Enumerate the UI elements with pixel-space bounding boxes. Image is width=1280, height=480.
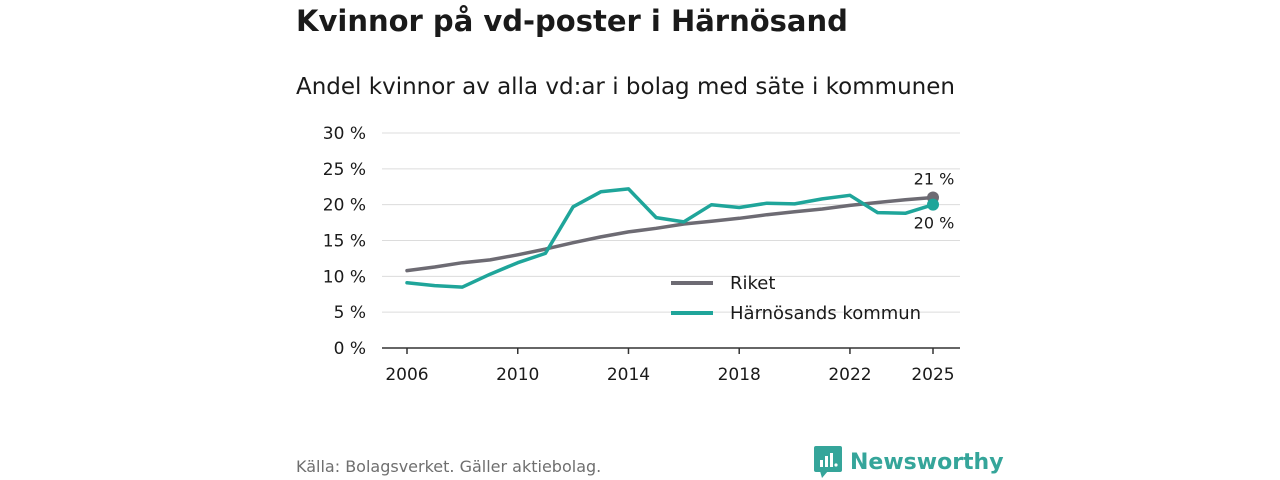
x-tick-label: 2014 (607, 365, 650, 385)
x-tick-label: 2018 (718, 365, 761, 385)
source-note: Källa: Bolagsverket. Gäller aktiebolag. (296, 457, 602, 476)
newsworthy-logo-icon (814, 446, 842, 478)
chart-subtitle: Andel kvinnor av alla vd:ar i bolag med … (296, 74, 955, 100)
y-tick-label: 20 % (323, 196, 366, 216)
y-tick-label: 5 % (334, 303, 366, 323)
brand-name: Newsworthy (850, 449, 1004, 475)
x-tick-label: 2006 (385, 365, 428, 385)
legend-label: Härnösands kommun (730, 303, 921, 324)
newsworthy-logo: Newsworthy (814, 446, 1004, 478)
x-tick-label: 2022 (828, 365, 871, 385)
legend-label: Riket (730, 273, 775, 294)
kommun-line (405, 187, 935, 289)
x-tick-label: 2010 (496, 365, 539, 385)
y-tick-label: 10 % (323, 267, 366, 287)
chart-title: Kvinnor på vd-poster i Härnösand (296, 4, 848, 38)
kommun-end-marker (927, 198, 939, 211)
y-tick-label: 15 % (323, 232, 366, 252)
y-tick-label: 25 % (323, 160, 366, 180)
y-tick-label: 30 % (323, 124, 366, 144)
y-tick-label: 0 % (334, 339, 366, 359)
kommun-end-label: 20 % (914, 214, 955, 233)
x-tick-label: 2025 (911, 365, 954, 385)
riket-line (405, 195, 935, 273)
riket-end-label: 21 % (914, 170, 955, 189)
